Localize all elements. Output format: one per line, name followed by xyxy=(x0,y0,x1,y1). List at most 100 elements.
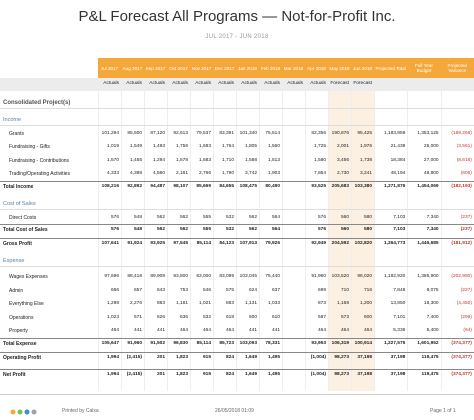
cell-value: 100,914 xyxy=(354,341,372,346)
cell-value: 7,101 xyxy=(393,315,406,320)
cell-value: 1,181 xyxy=(175,301,188,306)
cell-value: 464 xyxy=(317,328,326,333)
cell-value: 79,926 xyxy=(265,241,280,246)
row-label: Operations xyxy=(9,315,34,321)
cell-value: 562 xyxy=(179,227,188,232)
cell-value: 1,823 xyxy=(175,355,188,360)
row-label: Total Expense xyxy=(3,341,37,347)
cell-value: (374,377) xyxy=(451,372,472,377)
cell-value: 94,487 xyxy=(150,184,165,189)
cell-value: 1,738 xyxy=(359,158,372,163)
cell-value: 3,241 xyxy=(359,171,372,176)
cell-value: 560 xyxy=(340,227,349,232)
cell-value: (237) xyxy=(460,227,472,232)
cell-value: 1,023 xyxy=(106,315,119,320)
column-rule xyxy=(121,91,122,391)
cell-value: 2,001 xyxy=(336,144,349,149)
cell-value: 97,696 xyxy=(104,274,119,279)
column-header: Aug 2017 xyxy=(122,65,143,71)
logo xyxy=(10,409,37,415)
cell-value: 25,000 xyxy=(423,144,439,149)
cell-value: (237) xyxy=(460,215,472,220)
column-subheader: Actuals xyxy=(149,81,165,86)
total-rule xyxy=(0,369,474,370)
column-rule xyxy=(328,91,329,391)
cell-value: (181,912) xyxy=(451,241,472,246)
cell-value: (8,616) xyxy=(456,158,472,163)
cell-value: 1,264,773 xyxy=(383,241,406,246)
row-label: Total Cost of Sales xyxy=(3,227,48,233)
column-header: Feb 2018 xyxy=(260,65,281,71)
row-label: Grants xyxy=(9,131,25,137)
cell-value: 1,764 xyxy=(221,144,234,149)
row-label: Expense xyxy=(3,258,25,264)
cell-value: 464 xyxy=(110,328,119,333)
cell-value: 75,440 xyxy=(265,274,280,279)
cell-value: 7,103 xyxy=(393,215,406,220)
cell-value: 699 xyxy=(317,288,326,293)
cell-value: 441 xyxy=(133,328,142,333)
cell-value: 4,580 xyxy=(152,171,165,176)
column-rule xyxy=(259,91,260,391)
row-label: Direct Costs xyxy=(9,215,37,221)
total-rule xyxy=(0,238,474,239)
cell-value: 102,820 xyxy=(354,241,372,246)
cell-value: 564 xyxy=(271,215,280,220)
cell-value: 710 xyxy=(340,288,349,293)
cell-value: 85,114 xyxy=(196,241,211,246)
cell-value: 1,649 xyxy=(244,355,257,360)
cell-value: 91,502 xyxy=(150,341,165,346)
cell-value: 7,864 xyxy=(313,171,326,176)
column-header: May 2018 xyxy=(329,65,350,71)
total-rule xyxy=(0,338,474,339)
column-rule xyxy=(190,91,191,391)
column-header: Jul 2017 xyxy=(100,65,119,71)
column-header: Dec 2017 xyxy=(214,65,235,71)
cell-value: 85,723 xyxy=(219,341,234,346)
row-label: Operating Profit xyxy=(3,355,42,361)
cell-value: 27,000 xyxy=(423,158,439,163)
cell-value: 562 xyxy=(248,227,257,232)
cell-value: 441 xyxy=(156,328,165,333)
cell-value: 1,994 xyxy=(106,372,119,377)
cell-value: 1,903 xyxy=(267,171,280,176)
row-label: Income xyxy=(3,117,22,123)
cell-value: 85,500 xyxy=(127,131,142,136)
cell-value: 7,103 xyxy=(393,227,406,232)
cell-value: 580 xyxy=(363,215,372,220)
row-label: Property xyxy=(9,328,28,334)
cell-value: (374,377) xyxy=(451,341,472,346)
cell-value: 18,300 xyxy=(423,301,439,306)
row-label: Wages Expenses xyxy=(9,274,48,280)
column-rule xyxy=(236,91,237,391)
cell-value: 101,294 xyxy=(101,131,119,136)
cell-value: 464 xyxy=(202,328,211,333)
column-rule xyxy=(407,91,409,391)
cell-value: 204,592 xyxy=(331,241,349,246)
cell-value: 37,198 xyxy=(390,372,406,377)
cell-value: 1,182,920 xyxy=(383,274,406,279)
column-subheader: Actuals xyxy=(287,81,303,86)
column-header: Nov 2017 xyxy=(191,65,212,71)
cell-value: 21,439 xyxy=(390,144,406,149)
cell-value: 576 xyxy=(317,215,326,220)
cell-value: 98,107 xyxy=(173,184,188,189)
cell-value: 1,805 xyxy=(244,144,257,149)
cell-value: 1,790 xyxy=(221,171,234,176)
column-subheader: Actuals xyxy=(172,81,188,86)
cell-value: 562 xyxy=(248,215,257,220)
row-label: Total Income xyxy=(3,184,34,190)
cell-value: 106,319 xyxy=(331,341,349,346)
cell-value: 576 xyxy=(110,215,119,220)
cell-value: 1,200 xyxy=(359,301,372,306)
cell-value: 98,273 xyxy=(334,372,349,377)
cell-value: 79,537 xyxy=(196,131,211,136)
cell-value: 2,161 xyxy=(175,171,188,176)
cell-value: 93,800 xyxy=(173,274,188,279)
cell-value: 1,683 xyxy=(198,158,211,163)
cell-value: 587 xyxy=(317,315,326,320)
cell-value: 103,045 xyxy=(239,274,257,279)
row-label: Admin xyxy=(9,288,24,294)
cell-value: 1,725 xyxy=(313,144,326,149)
cell-value: 643 xyxy=(156,288,165,293)
